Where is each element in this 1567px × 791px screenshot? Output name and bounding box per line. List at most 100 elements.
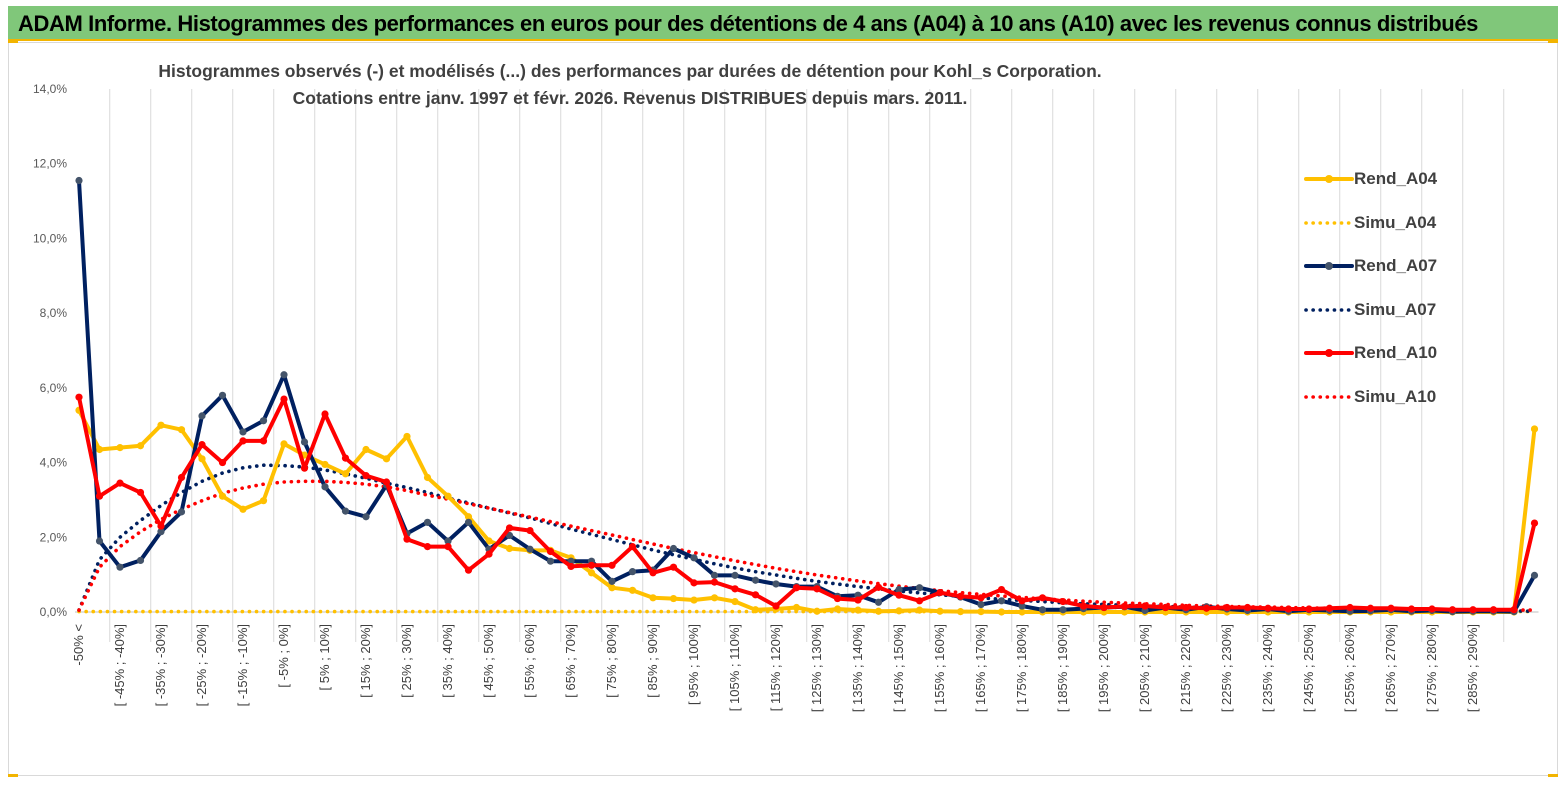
legend-label: Simu_A07 [1354,299,1437,319]
data-point-rend_a10 [792,584,801,592]
legend-swatch [1304,175,1354,183]
data-point-rend_a10 [1510,606,1518,614]
data-point-rend_a10 [1448,606,1457,614]
data-point-rend_a10 [669,563,678,571]
frame-corner-br [1548,774,1558,777]
x-tick-label: [ 155% ; 160%] [932,624,947,712]
data-point-rend_a10 [1530,519,1539,527]
data-point-rend_a10 [915,597,924,605]
data-point-rend_a07 [218,391,227,399]
y-tick-label: 10,0% [33,231,67,245]
page-title: ADAM Informe. Histogrammes des performan… [18,11,1478,36]
data-point-rend_a04 [423,473,432,482]
data-point-rend_a07 [915,584,924,592]
data-point-rend_a04 [792,603,801,612]
data-point-rend_a10 [464,566,473,574]
data-point-rend_a07 [895,585,903,594]
x-tick-label: [ 195% ; 200%] [1096,624,1111,712]
x-tick-label: [ -15% ; -10%] [235,624,250,706]
data-point-rend_a10 [1018,597,1026,605]
legend-swatch [1304,307,1354,312]
data-point-rend_a10 [341,454,350,462]
data-point-rend_a04 [649,594,657,602]
data-point-rend_a10 [1059,597,1067,606]
data-point-rend_a04 [239,505,247,513]
data-point-rend_a04 [321,460,329,469]
legend-label: Rend_A07 [1354,256,1438,275]
data-point-rend_a10 [485,550,493,558]
x-tick-label: [ 145% ; 150%] [891,624,906,712]
data-point-rend_a04 [936,607,944,615]
data-point-rend_a10 [198,441,206,449]
x-tick-label: [ -45% ; -40%] [112,624,127,706]
data-point-rend_a04 [403,432,411,441]
data-point-rend_a07 [464,518,473,526]
data-point-rend_a10 [895,591,903,599]
legend-item-simu_a07: Simu_A07 [1302,297,1436,323]
data-point-rend_a10 [1038,594,1047,602]
data-point-rend_a04 [116,444,124,452]
data-point-rend_a10 [362,472,370,480]
legend-swatch [1304,262,1354,270]
data-point-rend_a10 [936,588,944,597]
data-point-rend_a10 [157,522,165,530]
legend-item-rend_a10: Rend_A10 [1302,340,1437,366]
data-point-rend_a07 [772,580,780,588]
chart-subtitle: Cotations entre janv. 1997 et févr. 2026… [292,88,968,108]
legend-swatch [1304,349,1354,357]
data-point-rend_a04 [813,607,821,615]
data-point-rend_a10 [1243,603,1252,612]
data-point-rend_a07 [731,571,739,579]
data-point-rend_a04 [362,445,370,454]
data-point-rend_a10 [1469,606,1477,614]
data-point-rend_a04 [177,426,186,434]
data-point-rend_a10 [546,547,555,556]
chart-frame [8,42,1558,776]
data-point-rend_a04 [956,608,965,616]
legend-item-rend_a04: Rend_A04 [1302,166,1437,192]
legend-label: Rend_A04 [1354,169,1438,188]
x-tick-label: [ 165% ; 170%] [973,624,988,712]
data-point-rend_a10 [382,478,391,486]
data-point-rend_a07 [157,528,165,536]
legend-swatch-marker [1325,262,1333,270]
data-point-rend_a10 [1366,604,1375,612]
x-tick-label: [ 185% ; 190%] [1055,624,1070,712]
data-point-rend_a10 [1264,604,1272,612]
data-point-rend_a10 [280,395,288,403]
x-tick-label: [ 115% ; 120%] [768,624,783,711]
x-tick-label: [ 265% ; 270%] [1383,624,1398,712]
data-point-rend_a10 [259,437,268,445]
data-point-rend_a04 [259,497,268,505]
legend-swatch [1304,394,1354,399]
data-point-rend_a10 [772,602,780,610]
x-tick-label: -50% < [71,624,86,666]
data-point-rend_a07 [669,544,678,553]
data-point-rend_a10 [690,579,698,587]
legend-swatch [1304,220,1354,225]
x-tick-label: [ -25% ; -20%] [194,624,209,706]
legend-swatch-marker [1325,175,1333,183]
data-point-rend_a10 [874,583,883,591]
data-point-rend_a04 [485,537,493,545]
y-tick-label: 2,0% [40,530,68,544]
data-point-rend_a07 [1059,606,1067,614]
data-point-rend_a04 [669,594,678,603]
header-banner: ADAM Informe. Histogrammes des performan… [8,6,1558,41]
data-point-rend_a10 [177,473,186,482]
data-point-rend_a10 [1387,604,1395,612]
data-point-rend_a10 [403,535,411,543]
data-point-rend_a07 [177,508,186,516]
data-point-rend_a07 [259,417,268,425]
data-point-rend_a10 [1325,604,1334,612]
data-point-rend_a07 [1530,571,1539,579]
data-point-rend_a04 [833,605,842,613]
data-point-rend_a04 [505,544,514,553]
data-point-rend_a10 [1223,603,1231,612]
data-point-rend_a04 [382,455,391,463]
data-point-rend_a10 [136,488,145,497]
data-point-rend_a10 [300,464,309,472]
data-point-rend_a07 [239,428,247,436]
data-point-rend_a10 [956,592,965,600]
legend-label: Rend_A10 [1354,343,1438,362]
